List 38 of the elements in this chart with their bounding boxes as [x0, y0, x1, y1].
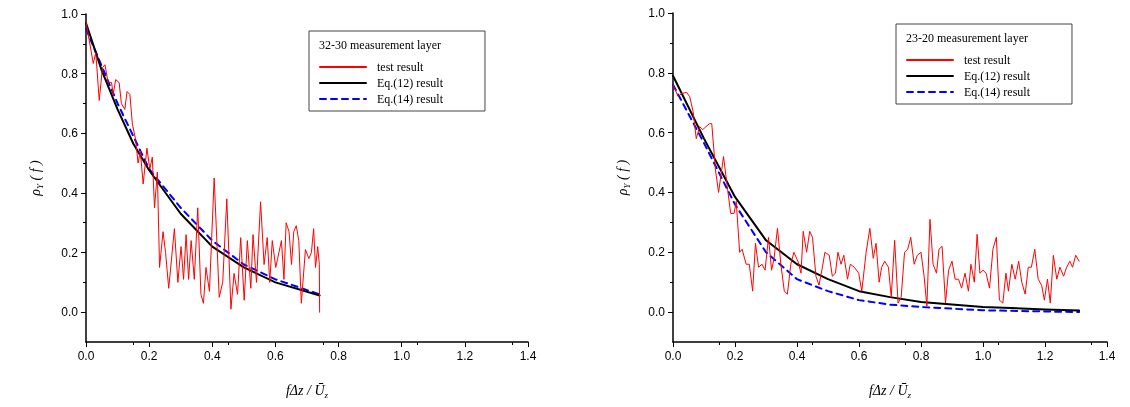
legend-label: Eq.(14) result [964, 85, 1031, 99]
y-tick-label: 1.0 [648, 6, 666, 20]
x-tick-label: 0.4 [788, 349, 806, 363]
y-tick-label: 0.4 [61, 185, 79, 200]
legend-label: Eq.(14) result [377, 92, 444, 106]
x-tick-label: 0.4 [203, 349, 221, 363]
x-tick-label: 1.2 [456, 349, 474, 363]
y-tick-label: 0.0 [61, 305, 79, 320]
y-axis-title: ρY ( f ) [615, 159, 632, 197]
y-tick-label: 0.4 [648, 185, 666, 200]
x-tick-label: 1.0 [393, 349, 411, 363]
x-tick-label: 0.6 [850, 349, 868, 363]
x-tick-label: 1.4 [519, 349, 537, 363]
x-tick-label: 0.0 [77, 349, 95, 363]
x-tick-label: 0.2 [726, 349, 744, 363]
y-tick-label: 0.2 [61, 245, 79, 260]
y-axis-title: ρY ( f ) [28, 159, 45, 197]
x-tick-label: 0.0 [664, 349, 682, 363]
x-tick-label: 0.2 [140, 349, 158, 363]
x-tick-label: 1.2 [1036, 349, 1054, 363]
x-tick-label: 0.8 [330, 349, 348, 363]
y-tick-label: 0.8 [648, 65, 666, 80]
legend-label: test result [377, 60, 424, 74]
legend-title: 23-20 measurement layer [906, 31, 1028, 45]
legend-label: Eq.(12) result [377, 76, 444, 90]
x-tick-label: 1.0 [974, 349, 992, 363]
y-tick-label: 0.8 [61, 66, 79, 81]
legend-title: 32-30 measurement layer [319, 38, 441, 52]
y-tick-label: 0.2 [648, 245, 666, 260]
y-tick-label: 1.0 [61, 7, 79, 21]
legend-label: test result [964, 53, 1011, 67]
y-tick-label: 0.6 [648, 125, 666, 140]
x-tick-label: 0.6 [267, 349, 285, 363]
legend-label: Eq.(12) result [964, 69, 1031, 83]
x-tick-label: 1.4 [1098, 349, 1116, 363]
y-tick-label: 0.0 [648, 305, 666, 320]
x-tick-label: 0.8 [912, 349, 930, 363]
y-tick-label: 0.6 [61, 126, 79, 141]
